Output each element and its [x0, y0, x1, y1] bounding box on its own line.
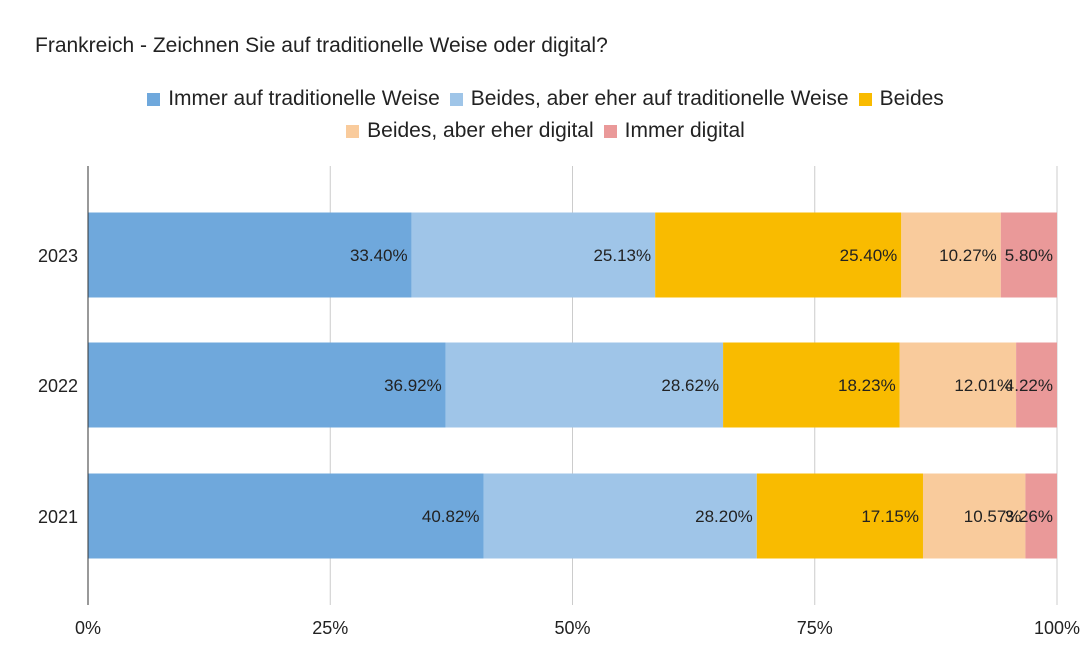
data-label: 4.22%	[1005, 376, 1053, 395]
axis-layer: 0% 25% 50% 75% 100% 2023 2022 2021	[38, 166, 1080, 638]
bar-segment	[88, 342, 446, 428]
legend-swatch	[147, 92, 161, 106]
bar-segment	[922, 473, 1026, 559]
x-tick-label: 50%	[554, 618, 590, 638]
legend-label: Beides	[879, 87, 944, 110]
legend-label: Beides, aber eher digital	[367, 119, 594, 142]
data-label: 25.13%	[593, 246, 651, 265]
legend-item-immer-digital: Immer digital	[603, 119, 745, 143]
bar-segment	[655, 212, 902, 298]
legend-label: Beides, aber eher auf traditionelle Weis…	[470, 87, 849, 110]
legend-swatch	[858, 92, 872, 106]
data-label: 40.82%	[422, 507, 480, 526]
legend-swatch	[346, 124, 360, 138]
bar-segment	[411, 212, 656, 298]
chart-legend: Immer auf traditionelle Weise Beides, ab…	[0, 83, 1091, 147]
data-label: 5.80%	[1005, 246, 1053, 265]
bar-segment	[88, 473, 484, 559]
data-label: 28.20%	[695, 507, 753, 526]
data-label: 25.40%	[840, 246, 898, 265]
legend-row: Beides, aber eher digital Immer digital	[0, 115, 1091, 147]
y-tick-label: 2021	[38, 507, 78, 527]
legend-swatch	[603, 124, 617, 138]
data-label: 36.92%	[384, 376, 442, 395]
bar-segment	[445, 342, 724, 428]
bar-segment	[483, 473, 757, 559]
x-tick-label: 100%	[1034, 618, 1080, 638]
x-tick-label: 0%	[75, 618, 101, 638]
bar-segment	[899, 342, 1017, 428]
bar-segment	[1016, 342, 1057, 428]
data-label: 10.57%	[964, 507, 1022, 526]
legend-item-beides: Beides	[858, 87, 944, 111]
legend-item-eher-traditionell: Beides, aber eher auf traditionelle Weis…	[449, 87, 849, 111]
y-tick-label: 2022	[38, 376, 78, 396]
legend-label: Immer auf traditionelle Weise	[168, 87, 440, 110]
chart-title: Frankreich - Zeichnen Sie auf traditione…	[35, 34, 608, 57]
legend-item-immer-traditionell: Immer auf traditionelle Weise	[147, 87, 440, 111]
bar-segment	[1000, 212, 1057, 298]
legend-item-eher-digital: Beides, aber eher digital	[346, 119, 594, 143]
x-tick-label: 25%	[312, 618, 348, 638]
bar-layer	[88, 212, 1057, 559]
data-label: 28.62%	[661, 376, 719, 395]
data-label: 10.27%	[939, 246, 997, 265]
bar-segment	[756, 473, 923, 559]
bar-segment	[88, 212, 412, 298]
bar-segment	[1025, 473, 1057, 559]
bar-segment	[901, 212, 1001, 298]
bar-segment	[723, 342, 900, 428]
data-label: 17.15%	[861, 507, 919, 526]
data-label-layer: 33.40% 25.13% 25.40% 10.27% 5.80% 36.92% 28.62…	[350, 246, 1053, 526]
data-label: 3.26%	[1005, 507, 1053, 526]
x-tick-label: 75%	[797, 618, 833, 638]
legend-label: Immer digital	[624, 119, 745, 142]
legend-swatch	[449, 92, 463, 106]
y-tick-label: 2023	[38, 246, 78, 266]
data-label: 18.23%	[838, 376, 896, 395]
data-label: 33.40%	[350, 246, 408, 265]
data-label: 12.01%	[954, 376, 1012, 395]
legend-row: Immer auf traditionelle Weise Beides, ab…	[0, 83, 1091, 115]
